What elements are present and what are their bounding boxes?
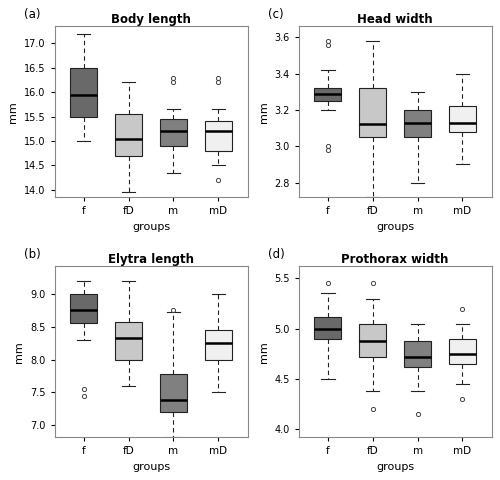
PathPatch shape (160, 374, 187, 412)
PathPatch shape (314, 317, 342, 339)
PathPatch shape (70, 68, 97, 117)
PathPatch shape (449, 339, 476, 364)
PathPatch shape (205, 330, 232, 360)
Title: Prothorax width: Prothorax width (342, 253, 449, 266)
PathPatch shape (160, 119, 187, 146)
PathPatch shape (404, 341, 431, 367)
PathPatch shape (360, 324, 386, 357)
X-axis label: groups: groups (376, 462, 414, 472)
Text: (c): (c) (268, 8, 283, 21)
PathPatch shape (70, 294, 97, 324)
X-axis label: groups: groups (376, 222, 414, 232)
PathPatch shape (205, 121, 232, 151)
Text: (d): (d) (268, 248, 284, 261)
PathPatch shape (449, 106, 476, 132)
Text: (a): (a) (24, 8, 40, 21)
X-axis label: groups: groups (132, 222, 170, 232)
Title: Body length: Body length (111, 13, 191, 26)
Y-axis label: mm: mm (14, 341, 24, 362)
Y-axis label: mm: mm (8, 101, 18, 122)
PathPatch shape (404, 110, 431, 137)
PathPatch shape (115, 322, 142, 360)
Y-axis label: mm: mm (258, 101, 268, 122)
PathPatch shape (115, 114, 142, 156)
Text: (b): (b) (24, 248, 40, 261)
Title: Head width: Head width (358, 13, 433, 26)
PathPatch shape (360, 88, 386, 137)
X-axis label: groups: groups (132, 462, 170, 472)
PathPatch shape (314, 88, 342, 101)
Y-axis label: mm: mm (258, 341, 268, 362)
Title: Elytra length: Elytra length (108, 253, 194, 266)
